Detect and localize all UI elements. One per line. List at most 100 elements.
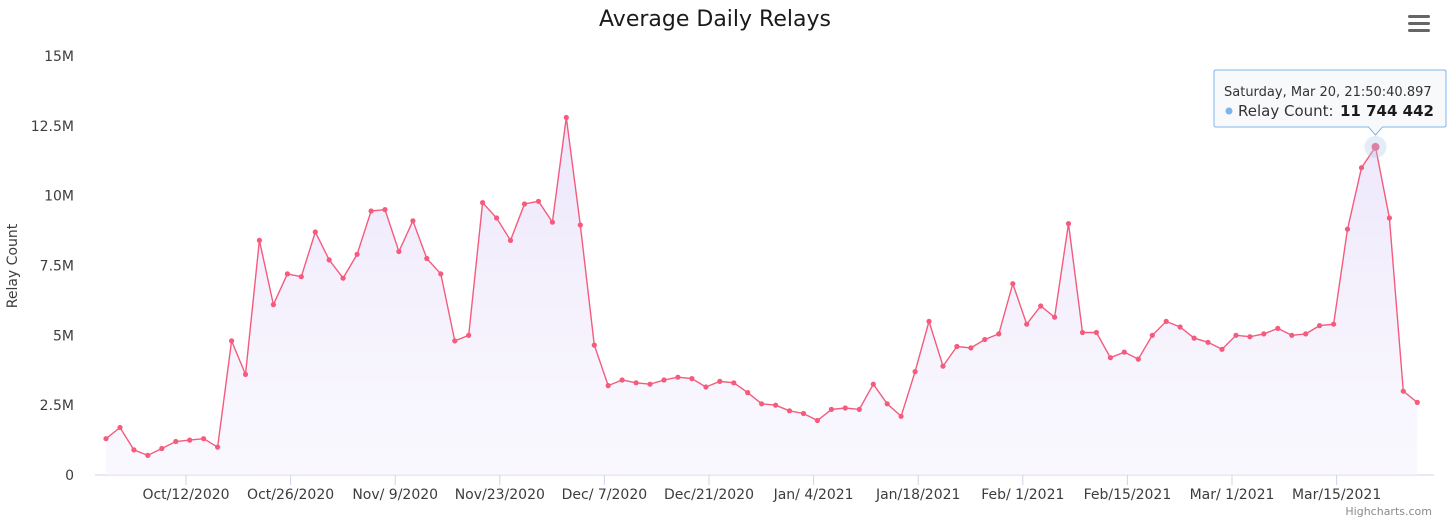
data-point[interactable] — [1317, 323, 1323, 329]
data-point[interactable] — [912, 369, 918, 375]
chart-menu-button[interactable] — [1408, 15, 1430, 32]
data-point[interactable] — [1149, 332, 1155, 338]
data-point[interactable] — [759, 401, 765, 407]
data-point[interactable] — [326, 257, 332, 263]
data-point[interactable] — [187, 437, 193, 443]
data-point[interactable] — [1038, 303, 1044, 309]
hamburger-menu-icon — [1408, 15, 1430, 32]
data-point[interactable] — [1386, 215, 1392, 221]
data-point[interactable] — [159, 445, 165, 452]
data-point[interactable] — [1219, 346, 1225, 352]
data-point[interactable] — [117, 424, 123, 431]
data-point[interactable] — [1414, 399, 1420, 405]
data-point[interactable] — [312, 229, 318, 235]
data-point[interactable] — [382, 207, 388, 213]
data-point[interactable] — [284, 271, 290, 277]
data-point[interactable] — [1344, 226, 1351, 232]
data-point[interactable] — [619, 377, 625, 383]
data-point[interactable] — [1121, 349, 1127, 355]
data-point[interactable] — [131, 447, 137, 453]
data-point[interactable] — [103, 436, 109, 442]
data-point[interactable] — [703, 384, 709, 390]
data-point[interactable] — [633, 380, 639, 386]
data-point[interactable] — [452, 338, 458, 344]
data-point[interactable] — [1400, 388, 1406, 394]
data-point[interactable] — [1079, 329, 1086, 336]
data-point[interactable] — [1093, 329, 1099, 336]
data-point[interactable] — [800, 410, 807, 417]
data-point[interactable] — [354, 251, 360, 257]
data-point[interactable] — [773, 402, 779, 408]
data-point[interactable] — [1024, 321, 1030, 327]
data-point[interactable] — [968, 345, 974, 351]
data-point[interactable] — [494, 215, 500, 221]
data-point[interactable] — [647, 381, 653, 387]
data-point[interactable] — [563, 114, 569, 121]
data-point[interactable] — [521, 201, 528, 207]
data-point[interactable] — [661, 377, 667, 383]
data-point[interactable] — [396, 248, 402, 255]
data-point[interactable] — [1052, 314, 1058, 320]
data-point[interactable] — [786, 408, 793, 414]
data-point[interactable] — [898, 413, 904, 419]
data-point[interactable] — [605, 383, 611, 389]
data-point[interactable] — [1205, 339, 1211, 345]
data-point[interactable] — [982, 336, 988, 343]
data-point[interactable] — [926, 318, 932, 324]
data-point[interactable] — [549, 219, 556, 225]
data-point[interactable] — [1303, 331, 1309, 337]
data-point[interactable] — [940, 363, 946, 369]
data-point[interactable] — [145, 452, 151, 458]
data-point[interactable] — [954, 343, 960, 350]
data-point[interactable] — [1261, 331, 1267, 337]
data-point[interactable] — [298, 274, 304, 280]
data-point[interactable] — [1177, 324, 1183, 330]
data-point[interactable] — [1065, 221, 1072, 227]
data-point[interactable] — [1331, 321, 1337, 327]
data-point[interactable] — [814, 417, 821, 424]
data-point[interactable] — [731, 380, 737, 386]
data-point[interactable] — [215, 444, 221, 450]
data-point[interactable] — [1289, 332, 1295, 338]
data-point[interactable] — [1247, 334, 1253, 340]
data-point[interactable] — [438, 271, 444, 277]
chart-title: Average Daily Relays — [599, 7, 831, 32]
data-point[interactable] — [1010, 281, 1016, 287]
data-point[interactable] — [368, 208, 374, 214]
data-point[interactable] — [229, 338, 235, 344]
data-point[interactable] — [410, 218, 416, 224]
data-point[interactable] — [466, 332, 472, 338]
data-point[interactable] — [242, 371, 249, 377]
data-point[interactable] — [689, 376, 695, 382]
data-point[interactable] — [340, 275, 346, 281]
data-point[interactable] — [1233, 332, 1239, 338]
data-point[interactable] — [1163, 318, 1169, 324]
data-point[interactable] — [535, 198, 542, 204]
data-point[interactable] — [1358, 165, 1365, 171]
data-point[interactable] — [842, 405, 848, 411]
data-point[interactable] — [507, 237, 514, 243]
data-point[interactable] — [577, 222, 583, 228]
data-point[interactable] — [424, 255, 430, 262]
data-point[interactable] — [1371, 142, 1380, 151]
hover-halo — [1364, 135, 1387, 158]
data-point[interactable] — [256, 237, 262, 243]
data-point[interactable] — [173, 438, 179, 445]
data-point[interactable] — [996, 331, 1002, 337]
data-point[interactable] — [480, 200, 486, 206]
data-point[interactable] — [1275, 325, 1281, 331]
data-point[interactable] — [591, 342, 597, 348]
data-point[interactable] — [828, 406, 835, 412]
data-point[interactable] — [1107, 355, 1113, 361]
data-point[interactable] — [201, 436, 207, 442]
data-point[interactable] — [1191, 335, 1197, 341]
data-point[interactable] — [675, 374, 681, 380]
data-point[interactable] — [717, 378, 723, 384]
data-point[interactable] — [1135, 356, 1141, 362]
data-point[interactable] — [856, 406, 862, 412]
credits-link[interactable]: Highcharts.com — [1345, 505, 1432, 518]
data-point[interactable] — [884, 401, 890, 407]
data-point[interactable] — [870, 381, 876, 387]
data-point[interactable] — [270, 302, 276, 308]
data-point[interactable] — [745, 390, 751, 396]
